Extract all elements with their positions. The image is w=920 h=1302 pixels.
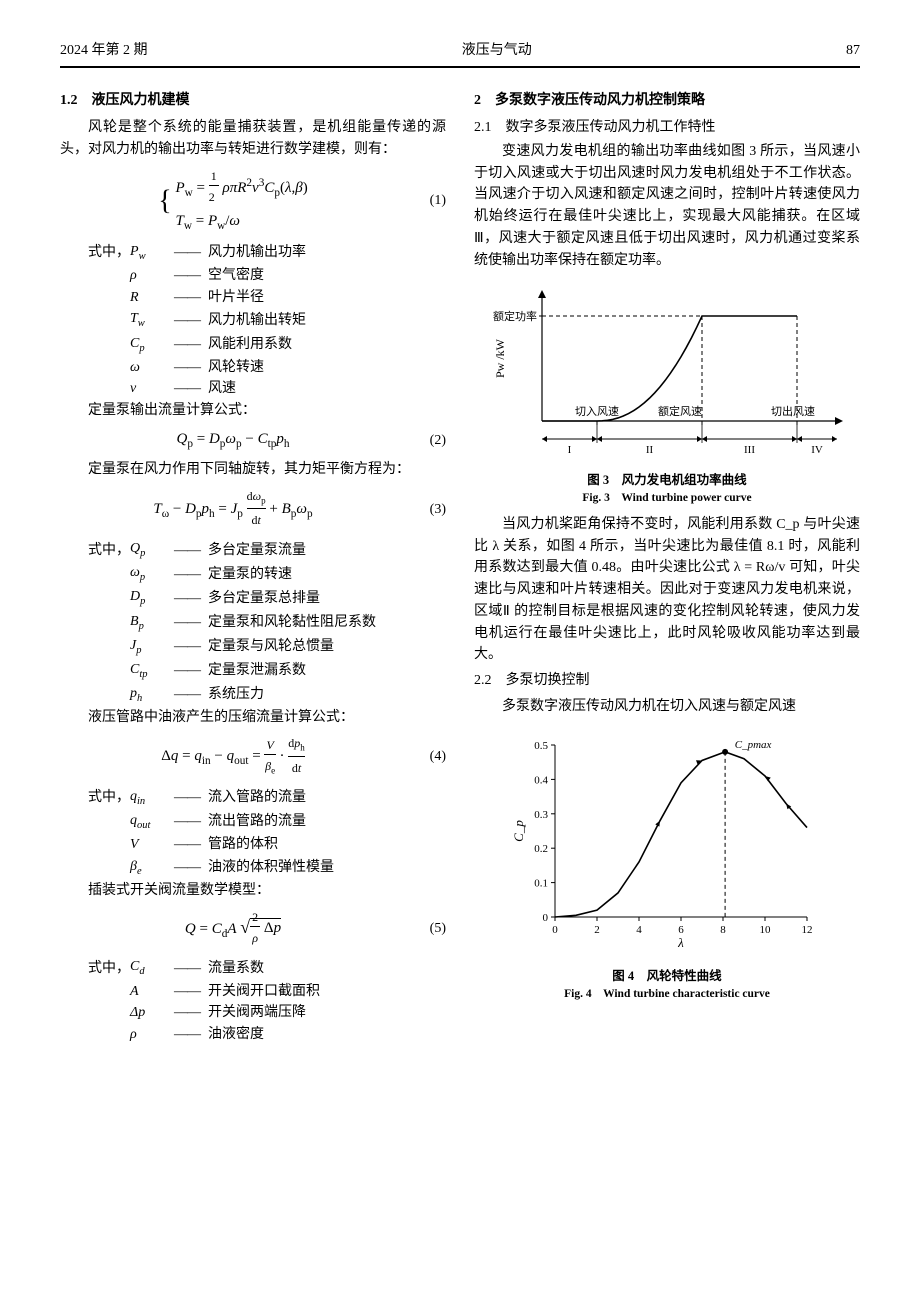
svg-text:0.3: 0.3 — [534, 809, 548, 821]
svg-text:0: 0 — [552, 924, 558, 936]
where-block-1: 式中，Pw——风力机输出功率 ρ——空气密度 R——叶片半径 Tw——风力机输出… — [60, 241, 446, 400]
header-center: 液压与气动 — [462, 40, 532, 62]
sec-2-title: 2 多泵数字液压传动风力机控制策略 — [474, 90, 860, 112]
term-desc: 流量系数 — [208, 958, 264, 980]
sec-21-title: 2.1 数字多泵液压传动风力机工作特性 — [474, 117, 860, 139]
svg-text:0: 0 — [543, 912, 549, 924]
eq-num-1: (1) — [406, 190, 446, 212]
term-desc: 定量泵的转速 — [208, 564, 292, 586]
term-desc: 管路的体积 — [208, 834, 278, 856]
svg-text:8: 8 — [720, 924, 726, 936]
term-desc: 定量泵与风轮总惯量 — [208, 636, 334, 658]
svg-text:Pw /kW: Pw /kW — [493, 339, 507, 379]
header-left: 2024 年第 2 期 — [60, 40, 148, 62]
svg-text:10: 10 — [760, 924, 772, 936]
left-column: 1.2 液压风力机建模 风轮是整个系统的能量捕获装置，是机组能量传递的源头，对风… — [60, 84, 446, 1046]
figure-4: 02468101200.10.20.30.40.5C_pmaxλC_p 图 4 … — [474, 727, 860, 1004]
where-block-3: 式中，Qp——多台定量泵流量 ωp——定量泵的转速 Dp——多台定量泵总排量 B… — [60, 538, 446, 706]
para-l2: 定量泵输出流量计算公式： — [60, 400, 446, 422]
equation-1: { Pw = 12 ρπR2v3Cp(λ,β) Tw = Pw/ω (1) — [60, 167, 446, 235]
term-desc: 油液的体积弹性模量 — [208, 857, 334, 879]
para-l5: 插装式开关阀流量数学模型： — [60, 880, 446, 902]
eq-num-3: (3) — [406, 499, 446, 521]
svg-text:0.5: 0.5 — [534, 740, 548, 752]
equation-3: Tω − Dpph = Jp dωpdt + Bpωp (3) — [60, 487, 446, 533]
svg-text:切入风速: 切入风速 — [575, 405, 619, 418]
term-desc: 风能利用系数 — [208, 334, 292, 356]
fig4-caption-en: Fig. 4 Wind turbine characteristic curve — [474, 986, 860, 1004]
term-desc: 定量泵泄漏系数 — [208, 660, 306, 682]
where-block-5: 式中，Cd——流量系数 A——开关阀开口截面积 Δp——开关阀两端压降 ρ——油… — [60, 956, 446, 1045]
equation-5: Q = CdA √2ρ Δp (5) — [60, 908, 446, 951]
term-desc: 多台定量泵流量 — [208, 540, 306, 562]
para-l3: 定量泵在风力作用下同轴旋转，其力矩平衡方程为： — [60, 459, 446, 481]
para-r3: 多泵数字液压传动风力机在切入风速与额定风速 — [474, 696, 860, 718]
svg-text:2: 2 — [594, 924, 600, 936]
equation-4: Δq = qin − qout = Vβe · dphdt (4) — [60, 734, 446, 780]
sec-1-2-title: 1.2 液压风力机建模 — [60, 90, 446, 112]
para-l1: 风轮是整个系统的能量捕获装置，是机组能量传递的源头，对风力机的输出功率与转矩进行… — [60, 117, 446, 160]
eq-num-4: (4) — [406, 746, 446, 768]
para-l4: 液压管路中油液产生的压缩流量计算公式： — [60, 707, 446, 729]
eq-num-5: (5) — [406, 918, 446, 940]
figure-3: 额定功率Pw /kW切入风速额定风速切出风速IIIIIIIV 图 3 风力发电机… — [474, 281, 860, 508]
term-desc: 流出管路的流量 — [208, 811, 306, 833]
svg-text:0.1: 0.1 — [534, 878, 548, 890]
svg-text:I: I — [568, 444, 572, 456]
svg-text:C_p: C_p — [511, 820, 526, 842]
svg-text:0.2: 0.2 — [534, 843, 548, 855]
svg-text:III: III — [744, 444, 755, 456]
eq-num-2: (2) — [406, 430, 446, 452]
term-desc: 开关阀开口截面积 — [208, 981, 320, 1003]
svg-text:4: 4 — [636, 924, 642, 936]
term-desc: 流入管路的流量 — [208, 787, 306, 809]
svg-text:12: 12 — [802, 924, 813, 936]
para-r2: 当风力机桨距角保持不变时，风能利用系数 C_p 与叶尖速比 λ 关系，如图 4 … — [474, 514, 860, 666]
svg-text:C_pmax: C_pmax — [735, 739, 772, 751]
term-desc: 油液密度 — [208, 1024, 264, 1046]
sec-22-title: 2.2 多泵切换控制 — [474, 670, 860, 692]
right-column: 2 多泵数字液压传动风力机控制策略 2.1 数字多泵液压传动风力机工作特性 变速… — [474, 84, 860, 1046]
term-desc: 风力机输出功率 — [208, 242, 306, 264]
term-desc: 空气密度 — [208, 265, 264, 287]
term-desc: 多台定量泵总排量 — [208, 588, 320, 610]
term-desc: 定量泵和风轮黏性阻尼系数 — [208, 612, 376, 634]
equation-2: Qp = Dpωp − Ctpph (2) — [60, 428, 446, 453]
page-header: 2024 年第 2 期 液压与气动 87 — [60, 40, 860, 68]
fig4-chart: 02468101200.10.20.30.40.5C_pmaxλC_p — [507, 727, 827, 957]
svg-text:切出风速: 切出风速 — [771, 404, 815, 418]
header-right: 87 — [846, 40, 860, 62]
fig3-chart: 额定功率Pw /kW切入风速额定风速切出风速IIIIIIIV — [487, 281, 847, 461]
para-r1: 变速风力发电机组的输出功率曲线如图 3 所示，当风速小于切入风速或大于切出风速时… — [474, 141, 860, 271]
term-desc: 风力机输出转矩 — [208, 310, 306, 332]
term-desc: 叶片半径 — [208, 287, 264, 309]
svg-text:λ: λ — [677, 935, 684, 950]
svg-text:额定功率: 额定功率 — [493, 309, 537, 323]
svg-text:额定风速: 额定风速 — [658, 404, 702, 418]
fig3-caption-en: Fig. 3 Wind turbine power curve — [474, 490, 860, 508]
term-desc: 系统压力 — [208, 684, 264, 706]
svg-text:0.4: 0.4 — [534, 775, 548, 787]
where-block-4: 式中，qin——流入管路的流量 qout——流出管路的流量 V——管路的体积 β… — [60, 786, 446, 880]
svg-text:II: II — [646, 444, 654, 456]
term-desc: 风速 — [208, 378, 236, 400]
svg-text:IV: IV — [811, 444, 823, 456]
term-desc: 开关阀两端压降 — [208, 1002, 306, 1024]
fig4-caption-cn: 图 4 风轮特性曲线 — [474, 967, 860, 986]
term-desc: 风轮转速 — [208, 357, 264, 379]
fig3-caption-cn: 图 3 风力发电机组功率曲线 — [474, 471, 860, 490]
